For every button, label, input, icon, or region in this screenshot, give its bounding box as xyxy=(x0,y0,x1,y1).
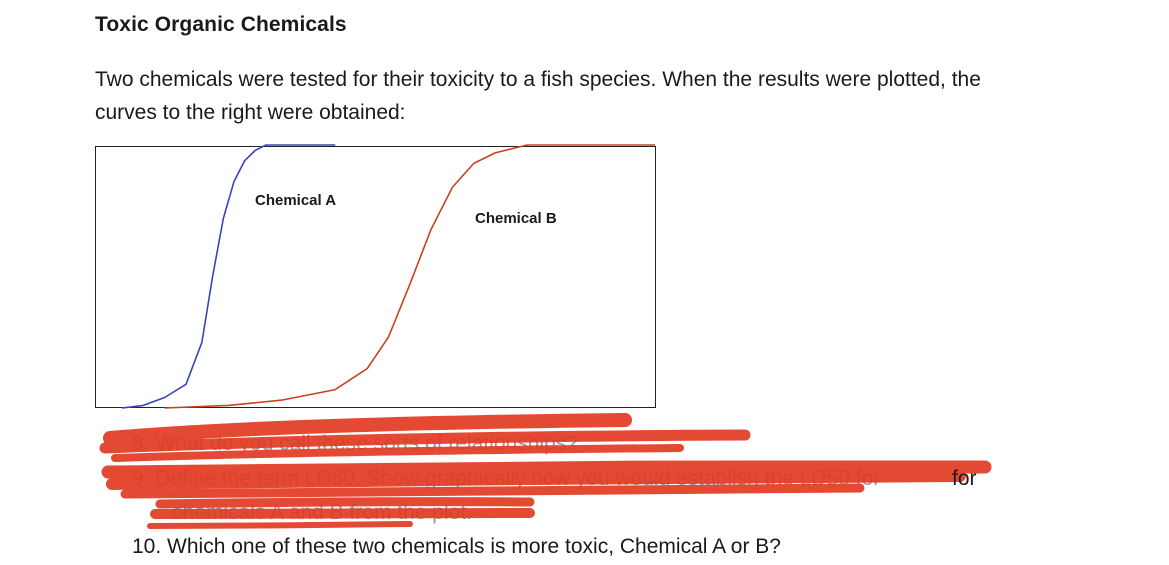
question-9-tail: for xyxy=(952,467,977,490)
question-9-number: 9. xyxy=(132,467,150,490)
question-10-text: Which one of these two chemicals is more… xyxy=(167,535,781,558)
question-8-number: 8. xyxy=(132,432,150,455)
series-label-chemical-b: Chemical B xyxy=(475,210,557,227)
question-9: 9. Define the term LD50. Show graphicall… xyxy=(132,467,880,491)
question-9-continued: chemicals A and B from the plot. xyxy=(172,501,472,525)
question-8-text: What do you call these sorts of relation… xyxy=(155,432,578,455)
chart-frame xyxy=(95,146,656,408)
series-line-chemical-b xyxy=(164,144,655,409)
question-10-number: 10. xyxy=(132,535,162,558)
page-title: Toxic Organic Chemicals xyxy=(95,13,347,36)
series-line-chemical-a xyxy=(121,144,336,409)
intro-paragraph: Two chemicals were tested for their toxi… xyxy=(95,68,981,124)
question-10: 10. Which one of these two chemicals is … xyxy=(132,535,781,559)
question-8: 8. What do you call these sorts of relat… xyxy=(132,432,578,456)
question-9-text: Define the term LD50. Show graphically h… xyxy=(155,467,881,490)
series-label-chemical-a: Chemical A xyxy=(255,192,336,209)
question-9-text-continued: chemicals A and B from the plot. xyxy=(172,501,472,524)
